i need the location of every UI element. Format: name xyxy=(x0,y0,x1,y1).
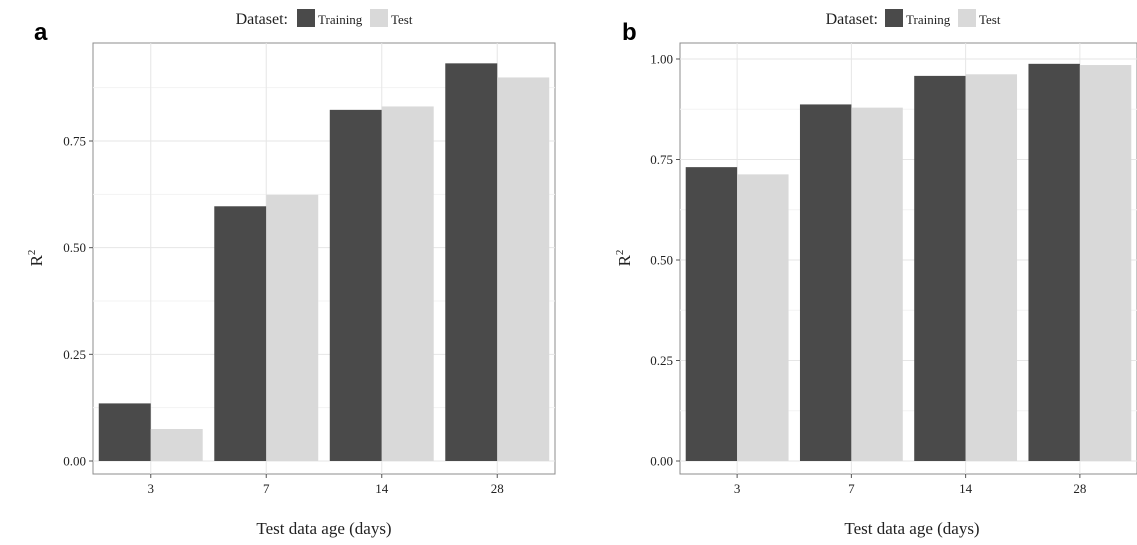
x-tick-label: 14 xyxy=(959,481,973,496)
panel-b-legend-swatch-test xyxy=(958,9,976,27)
y-tick-label: 0.75 xyxy=(63,134,86,149)
panel-a-letter: a xyxy=(34,19,48,46)
panel-b-legend-swatch-training xyxy=(885,9,903,27)
y-tick-label: 0.00 xyxy=(63,454,86,469)
y-tick-label: 0.75 xyxy=(650,152,673,167)
y-tick-label: 1.00 xyxy=(650,52,673,67)
panel-a-legend-swatch-test xyxy=(370,9,388,27)
x-tick-label: 14 xyxy=(375,481,389,496)
x-tick-label: 7 xyxy=(263,481,270,496)
bar-training-14 xyxy=(914,75,966,461)
x-tick-label: 28 xyxy=(491,481,504,496)
panel-b-y-axis-title: R2 xyxy=(614,250,634,267)
panel-a: a Dataset: Training Test 0.00 0.25 0.50 0.7… xyxy=(26,9,556,538)
x-tick-label: 3 xyxy=(148,481,155,496)
panel-a-legend-label-training: Training xyxy=(318,12,363,27)
y-tick-label: 0.25 xyxy=(63,347,86,362)
bar-training-14 xyxy=(329,109,382,461)
bar-test-3 xyxy=(150,429,203,461)
panel-a-y-axis-title: R2 xyxy=(26,250,46,267)
panel-a-legend-title: Dataset: xyxy=(236,11,288,28)
bar-test-28 xyxy=(497,77,550,461)
y-tick-label: 0.50 xyxy=(63,240,86,255)
bar-test-7 xyxy=(266,194,319,461)
panel-a-x-axis: 3 7 14 28 xyxy=(148,474,504,496)
panel-b-legend: Dataset: Training Test xyxy=(826,9,1001,28)
bar-test-3 xyxy=(737,174,789,461)
x-tick-label: 7 xyxy=(848,481,855,496)
panel-b-legend-label-test: Test xyxy=(979,12,1001,27)
panel-b-y-axis-title-base: R xyxy=(615,254,634,266)
panel-b-letter: b xyxy=(622,19,637,46)
panel-b-bars xyxy=(685,63,1132,462)
x-tick-label: 28 xyxy=(1073,481,1086,496)
panel-a-y-axis: 0.00 0.25 0.50 0.75 xyxy=(63,134,93,469)
y-tick-label: 0.25 xyxy=(650,353,673,368)
svg-text:R2: R2 xyxy=(26,250,46,267)
bar-test-14 xyxy=(965,74,1018,461)
panel-b-legend-label-training: Training xyxy=(906,12,951,27)
y-tick-label: 0.00 xyxy=(650,454,673,469)
panel-b: b Dataset: Training Test 0.00 0.25 0.50 0.7… xyxy=(614,9,1137,538)
panel-b-legend-title: Dataset: xyxy=(826,11,878,28)
bar-training-3 xyxy=(98,403,151,461)
bar-training-3 xyxy=(685,167,738,461)
bar-training-7 xyxy=(214,206,267,461)
panel-b-x-axis-title: Test data age (days) xyxy=(844,519,979,538)
panel-a-y-axis-title-sup: 2 xyxy=(26,250,38,256)
panel-b-x-axis: 3 7 14 28 xyxy=(734,474,1086,496)
bar-test-28 xyxy=(1079,65,1132,461)
panel-b-y-axis-title-sup: 2 xyxy=(614,250,626,256)
panel-a-legend-swatch-training xyxy=(297,9,315,27)
panel-b-y-axis: 0.00 0.25 0.50 0.75 1.00 xyxy=(650,52,680,469)
panel-a-legend: Dataset: Training Test xyxy=(236,9,413,28)
bar-training-7 xyxy=(799,104,852,462)
bar-training-28 xyxy=(1028,63,1080,461)
panel-a-y-axis-title-base: R xyxy=(27,254,46,266)
y-tick-label: 0.50 xyxy=(650,253,673,268)
bar-training-28 xyxy=(445,63,498,461)
panel-a-legend-label-test: Test xyxy=(391,12,413,27)
panel-a-bars xyxy=(98,63,550,461)
bar-test-7 xyxy=(851,107,903,461)
panel-a-x-axis-title: Test data age (days) xyxy=(256,519,391,538)
bar-test-14 xyxy=(381,106,434,461)
svg-text:R2: R2 xyxy=(614,250,634,267)
x-tick-label: 3 xyxy=(734,481,741,496)
